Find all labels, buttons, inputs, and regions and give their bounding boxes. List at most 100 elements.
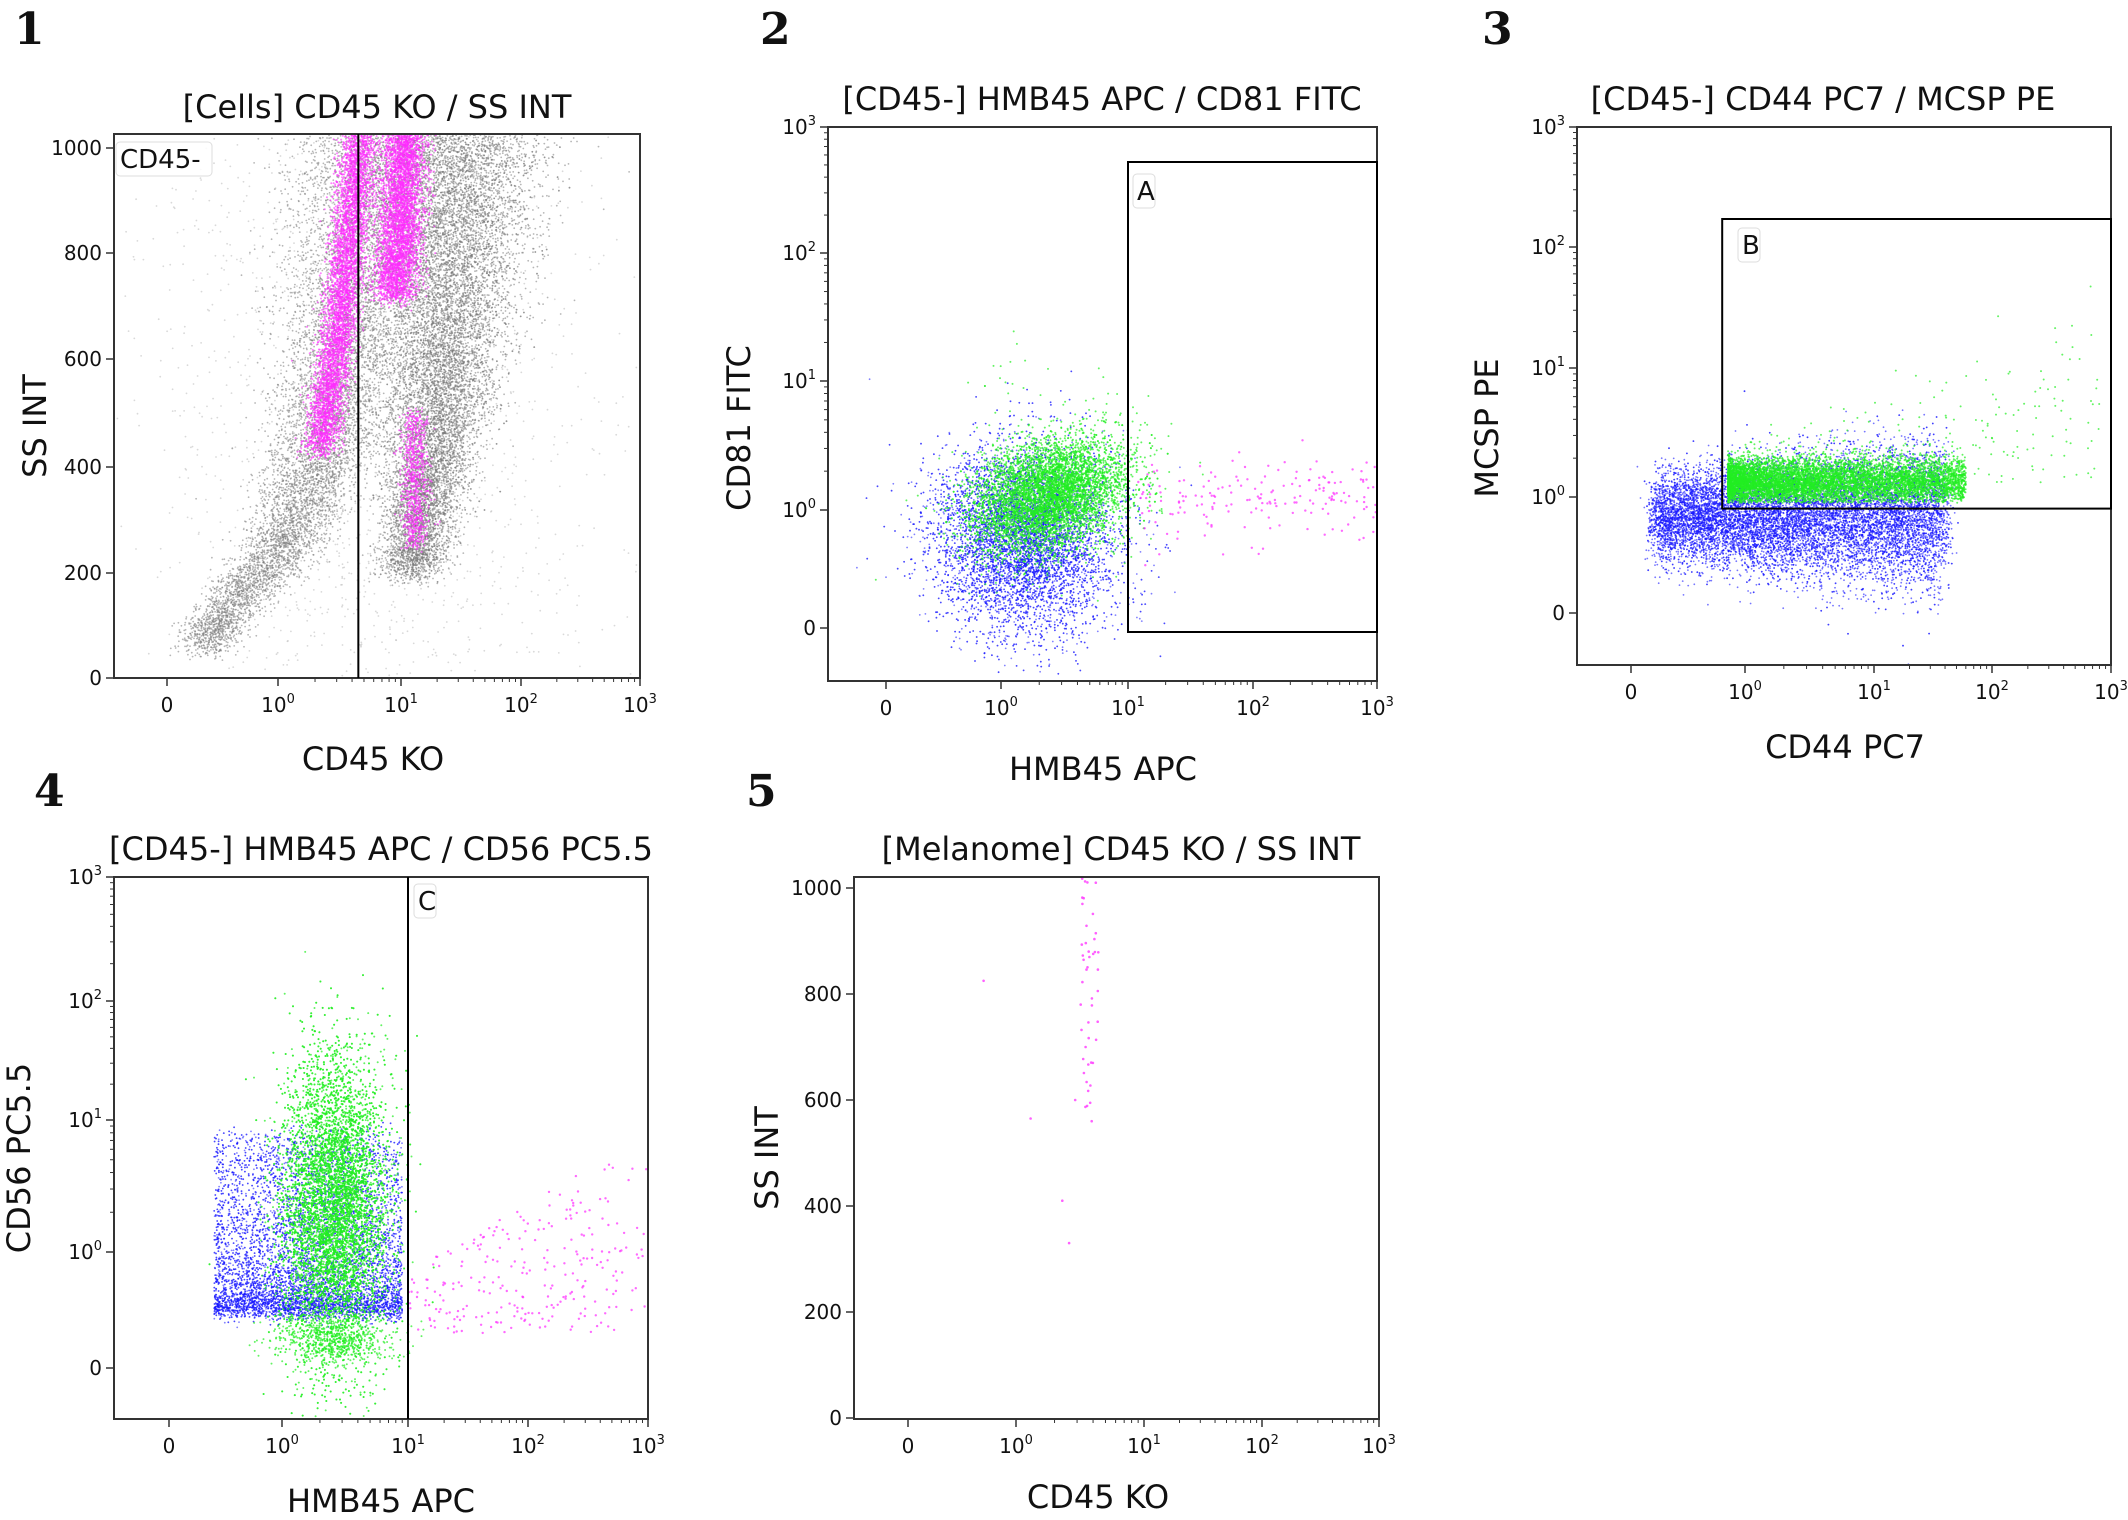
y-tick-label: 400: [804, 1194, 842, 1218]
panel-number: 4: [34, 766, 65, 817]
y-tick-label: 200: [804, 1300, 842, 1324]
flow-cytometry-figure: 1 [Cells] CD45 KO / SS INT CD45- 0 100 101 102…: [0, 0, 2128, 1520]
y-tick-label: 102: [1531, 234, 1565, 259]
y-tick-label: 800: [804, 982, 842, 1006]
plot-frame: [828, 127, 1377, 681]
y-tick-label: 0: [89, 1356, 102, 1380]
plot-area: [982, 877, 1099, 1244]
y-tick-label: 100: [782, 497, 816, 522]
panel-2: 2 [CD45-] HMB45 APC / CD81 FITC A 0 100 101 10…: [720, 4, 1394, 788]
x-tick-label: 103: [1360, 695, 1394, 720]
panel-number: 1: [14, 4, 45, 55]
plot-title: [CD45-] CD44 PC7 / MCSP PE: [1591, 80, 2056, 118]
x-tick-label: 102: [1245, 1433, 1279, 1458]
plot-title: [CD45-] HMB45 APC / CD81 FITC: [842, 80, 1361, 118]
y-tick-label: 103: [1531, 114, 1565, 139]
y-tick-label: 101: [68, 1107, 102, 1132]
y-tick-label: 1000: [51, 136, 102, 160]
x-tick-label: 100: [984, 695, 1018, 720]
y-tick-label: 100: [1531, 484, 1565, 509]
gate-label: A: [1137, 177, 1155, 207]
panel-4: 4 [CD45-] HMB45 APC / CD56 PC5.5 C 0 100 101 1…: [0, 766, 665, 1520]
plot-frame: [114, 877, 648, 1419]
x-tick-label: 0: [161, 693, 174, 717]
y-tick-label: 102: [68, 988, 102, 1013]
gate[interactable]: A: [1128, 162, 1377, 632]
y-tick-label: 103: [68, 864, 102, 889]
x-tick-label: 103: [2094, 679, 2128, 704]
y-axis-label: SS INT: [16, 374, 54, 478]
y-tick-label: 1000: [791, 876, 842, 900]
x-tick-label: 101: [391, 1433, 425, 1458]
x-tick-label: 0: [902, 1434, 915, 1458]
gate-rect[interactable]: [1128, 162, 1377, 632]
plot-title: [CD45-] HMB45 APC / CD56 PC5.5: [109, 830, 653, 868]
x-tick-label: 0: [880, 696, 893, 720]
x-tick-label: 103: [631, 1433, 665, 1458]
axis-ticks: 0 100 101 102 103 0 100 101 102 103: [782, 114, 1394, 720]
gate[interactable]: C: [408, 877, 436, 1419]
x-tick-label: 100: [261, 692, 295, 717]
plot-area: [856, 330, 1377, 674]
y-axis-label: CD81 FITC: [720, 345, 758, 511]
panel-3: 3 [CD45-] CD44 PC7 / MCSP PE B 0 100 101 102 10…: [1468, 4, 2128, 766]
gate-label: C: [418, 887, 436, 917]
x-tick-label: 101: [1111, 695, 1145, 720]
y-tick-label: 0: [803, 616, 816, 640]
plot-title: [Melanome] CD45 KO / SS INT: [882, 830, 1361, 868]
population-blue: [1637, 390, 1959, 665]
y-tick-label: 100: [68, 1239, 102, 1264]
y-tick-label: 600: [804, 1088, 842, 1112]
population-magenta: [407, 1164, 647, 1335]
x-tick-label: 102: [1975, 679, 2009, 704]
x-tick-label: 0: [1625, 680, 1638, 704]
x-axis-label: CD44 PC7: [1765, 728, 1925, 766]
y-tick-label: 0: [1552, 601, 1565, 625]
y-tick-label: 103: [782, 114, 816, 139]
population-green: [1727, 286, 2100, 504]
x-tick-label: 102: [511, 1433, 545, 1458]
x-tick-label: 0: [163, 1434, 176, 1458]
plot-frame: [1577, 127, 2111, 665]
x-tick-label: 102: [1236, 695, 1270, 720]
x-axis-label: CD45 KO: [302, 740, 444, 778]
x-tick-label: 100: [1728, 679, 1762, 704]
population-magenta: [1137, 439, 1377, 566]
y-tick-label: 102: [782, 240, 816, 265]
x-tick-label: 101: [1857, 679, 1891, 704]
x-tick-label: 102: [504, 692, 538, 717]
x-tick-label: 101: [384, 692, 418, 717]
plot-title: [Cells] CD45 KO / SS INT: [183, 88, 572, 126]
y-tick-label: 101: [1531, 355, 1565, 380]
y-axis-label: MCSP PE: [1468, 358, 1506, 497]
panel-number: 3: [1482, 4, 1513, 55]
panel-number: 5: [746, 766, 777, 817]
plot-frame: [854, 877, 1379, 1419]
y-tick-label: 400: [64, 455, 102, 479]
y-axis-label: CD56 PC5.5: [0, 1063, 38, 1253]
y-tick-label: 800: [64, 241, 102, 265]
population-green: [209, 951, 435, 1417]
y-tick-label: 200: [64, 561, 102, 585]
x-tick-label: 100: [265, 1433, 299, 1458]
gate-label: B: [1742, 231, 1760, 261]
panel-number: 2: [760, 4, 791, 55]
x-axis-label: CD45 KO: [1027, 1478, 1169, 1516]
x-tick-label: 100: [999, 1433, 1033, 1458]
plot-area: [117, 133, 638, 677]
x-axis-label: HMB45 APC: [287, 1482, 475, 1520]
y-axis-label: SS INT: [748, 1106, 786, 1210]
gate-label: CD45-: [120, 145, 201, 175]
x-axis-label: HMB45 APC: [1009, 750, 1197, 788]
plot-area: [209, 951, 648, 1417]
x-tick-label: 103: [1362, 1433, 1396, 1458]
x-tick-label: 103: [623, 692, 657, 717]
axis-ticks: 0 100 101 102 103 0 100 101 102 103: [1531, 114, 2128, 704]
y-tick-label: 600: [64, 347, 102, 371]
plot-area: [1637, 286, 2101, 666]
y-tick-label: 0: [829, 1406, 842, 1430]
population-blue: [213, 1122, 403, 1329]
y-tick-label: 101: [782, 368, 816, 393]
y-tick-label: 0: [89, 666, 102, 690]
